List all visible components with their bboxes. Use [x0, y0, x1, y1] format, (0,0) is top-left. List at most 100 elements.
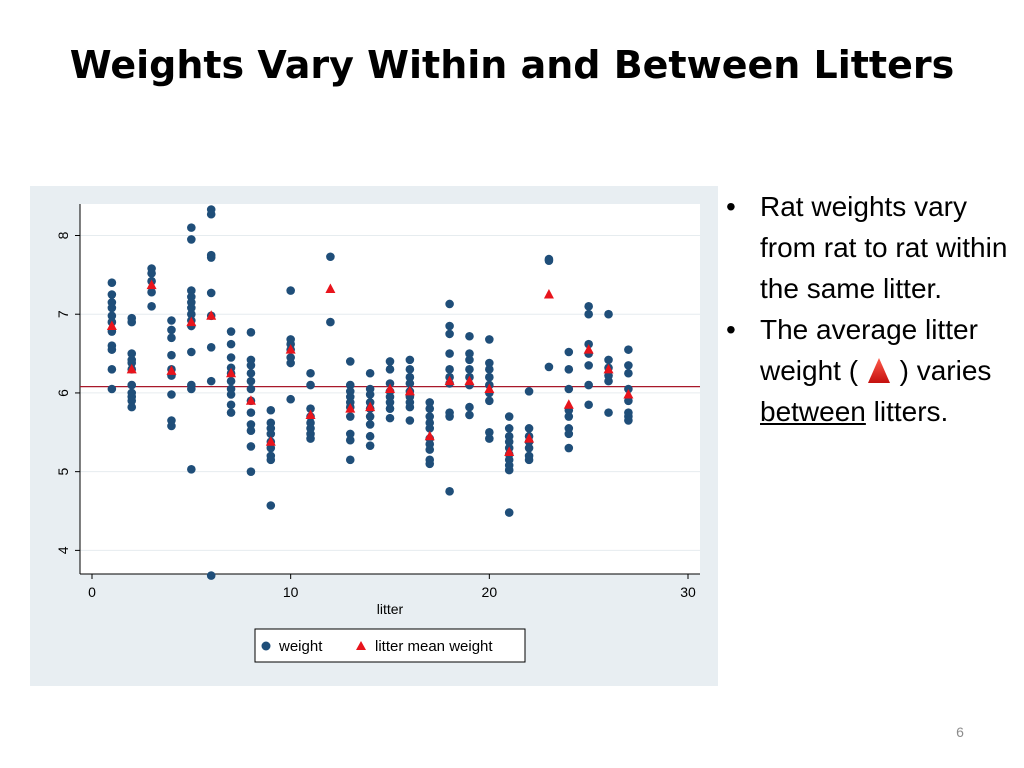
- weight-point: [465, 410, 474, 420]
- weight-point: [385, 398, 395, 407]
- weight-point: [584, 380, 593, 390]
- weight-point: [246, 426, 256, 436]
- weight-point: [187, 309, 196, 319]
- legend-mean-label: litter mean weight: [375, 638, 493, 655]
- weight-point: [167, 390, 176, 399]
- weight-point: [405, 355, 415, 365]
- weight-series: [107, 205, 633, 580]
- bullet-text: Rat weights vary from rat to rat within …: [760, 191, 1008, 304]
- weight-point: [425, 412, 435, 421]
- weight-point: [167, 316, 176, 325]
- weight-point: [365, 420, 375, 429]
- weight-point: [385, 404, 395, 413]
- weight-point: [544, 362, 554, 372]
- weight-point: [564, 384, 574, 394]
- bullet-text-underlined: between: [760, 396, 866, 427]
- weight-point: [564, 429, 574, 439]
- weight-point: [187, 384, 196, 394]
- weight-point: [405, 402, 415, 412]
- litter-mean-point: [404, 385, 415, 396]
- red-triangle-icon: [867, 358, 890, 383]
- litter-mean-point: [126, 363, 137, 374]
- litter-mean-point: [345, 403, 356, 413]
- weight-point: [206, 342, 216, 352]
- weight-point: [485, 396, 494, 406]
- weight-point: [167, 421, 176, 431]
- weight-point: [445, 329, 454, 339]
- weight-point: [365, 431, 375, 441]
- weight-point: [604, 355, 613, 365]
- weight-point: [425, 459, 435, 469]
- weight-point: [504, 437, 514, 447]
- litter-mean-point: [325, 283, 336, 294]
- weight-point: [485, 427, 494, 437]
- weight-point: [345, 455, 355, 465]
- bullet-item-within: • Rat weights vary from rat to rat withi…: [722, 186, 1022, 309]
- litter-mean-point: [285, 344, 296, 354]
- litter-mean-point: [385, 383, 395, 393]
- weight-point: [226, 390, 236, 399]
- weight-point: [504, 508, 514, 517]
- weight-point: [485, 365, 494, 374]
- litter-mean-point: [603, 363, 614, 374]
- weight-point: [624, 396, 633, 406]
- weight-point: [206, 376, 216, 386]
- slide-title: Weights Vary Within and Between Litters: [69, 43, 955, 87]
- weight-point: [246, 361, 256, 370]
- chart-panel: 4 5 6 7 8 0 10 20 30 litter weight litter mean w…: [30, 186, 718, 686]
- weight-point: [187, 223, 196, 232]
- weight-point: [127, 317, 137, 327]
- weight-point: [445, 349, 454, 358]
- bullet-item-between: • The average litter weight ( ) varies b…: [722, 309, 1022, 432]
- weight-point: [365, 368, 375, 378]
- litter-mean-point: [464, 375, 475, 386]
- weight-point: [306, 434, 315, 443]
- litter-mean-point: [305, 409, 316, 419]
- weight-point: [345, 412, 355, 421]
- weight-point: [564, 347, 574, 357]
- scatter-chart: 4 5 6 7 8 0 10 20 30 litter weight litter mean w…: [55, 204, 700, 663]
- weight-point: [147, 302, 156, 311]
- weight-point: [326, 317, 335, 327]
- x-tick-label: 0: [88, 584, 96, 600]
- weight-point: [584, 302, 593, 311]
- y-tick-label: 4: [55, 546, 71, 554]
- weight-point: [465, 355, 474, 365]
- weight-point: [345, 435, 355, 445]
- weight-point: [107, 365, 117, 374]
- weight-point: [127, 396, 137, 406]
- weight-point: [345, 429, 355, 439]
- weight-point: [167, 333, 176, 343]
- weight-point: [624, 368, 633, 378]
- bullet-text-pre: The average litter weight (: [760, 314, 978, 386]
- weight-point: [564, 365, 574, 374]
- weight-point: [226, 408, 236, 417]
- litter-mean-point: [444, 375, 455, 386]
- weight-point: [187, 464, 196, 474]
- weight-point: [226, 400, 236, 410]
- weight-point: [445, 321, 454, 331]
- weight-point: [246, 442, 256, 451]
- x-tick-label: 20: [482, 584, 498, 600]
- litter-mean-point: [146, 279, 157, 290]
- weight-point: [405, 372, 415, 382]
- weight-point: [385, 357, 395, 366]
- bullet-dot: •: [726, 191, 736, 222]
- weight-point: [624, 345, 633, 354]
- weight-point: [206, 253, 216, 262]
- litter-mean-point: [265, 436, 276, 446]
- litter-mean-point: [524, 433, 535, 443]
- weight-point: [127, 402, 137, 412]
- litter-mean-point: [206, 310, 217, 320]
- weight-point: [524, 424, 534, 433]
- x-tick-label: 10: [283, 584, 299, 600]
- weight-point: [405, 379, 415, 388]
- weight-point: [345, 357, 355, 366]
- weight-point: [246, 368, 256, 378]
- litter-mean-point: [226, 367, 237, 378]
- litter-mean-point: [543, 289, 554, 299]
- weight-point: [425, 445, 435, 454]
- legend: weight litter mean weight: [254, 628, 526, 663]
- weight-point: [107, 345, 117, 354]
- bullet-dot: •: [726, 314, 736, 345]
